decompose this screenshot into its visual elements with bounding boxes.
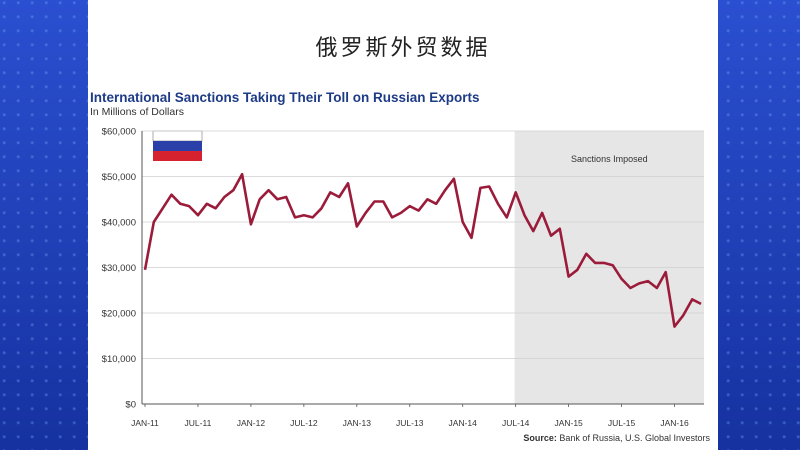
y-tick-label: $60,000 [102, 127, 136, 138]
x-tick-label: JAN-11 [131, 418, 159, 428]
slide: 俄罗斯外贸数据 International Sanctions Taking T… [88, 0, 718, 450]
sanctions-annotation: Sanctions Imposed [571, 154, 648, 164]
russia-flag-icon [152, 130, 203, 161]
series-line-exports [143, 172, 702, 328]
x-tick-label: JUL-13 [396, 418, 424, 428]
source-note: Source: Bank of Russia, U.S. Global Inve… [523, 433, 710, 443]
x-tick-label: JAN-14 [449, 418, 478, 428]
chart-title: International Sanctions Taking Their Tol… [90, 90, 480, 105]
x-tick-label: JAN-13 [343, 418, 372, 428]
x-tick-label: JUL-11 [185, 418, 212, 428]
background-left-panel [0, 0, 90, 450]
y-tick-label: $40,000 [102, 218, 136, 229]
y-tick-label: $30,000 [102, 263, 136, 274]
x-tick-label: JUL-12 [290, 418, 318, 428]
x-tick-label: JAN-12 [237, 418, 266, 428]
x-tick-label: JAN-16 [660, 418, 689, 428]
y-tick-label: $0 [125, 400, 136, 411]
x-tick-label: JAN-15 [554, 418, 583, 428]
x-tick-label: JUL-15 [608, 418, 636, 428]
y-tick-label: $10,000 [102, 354, 136, 365]
y-tick-label: $50,000 [102, 172, 136, 183]
line-chart: Sanctions Imposed $0 $10,000 $20,000 $30,00… [102, 127, 704, 428]
source-text: Bank of Russia, U.S. Global Investors [559, 433, 710, 443]
y-tick-label: $20,000 [102, 309, 136, 320]
slide-title: 俄罗斯外贸数据 [315, 36, 491, 61]
background-right-panel [710, 0, 800, 450]
source-label: Source: [523, 433, 557, 443]
x-tick-label: JUL-14 [502, 418, 530, 428]
chart-subtitle: In Millions of Dollars [90, 106, 184, 118]
